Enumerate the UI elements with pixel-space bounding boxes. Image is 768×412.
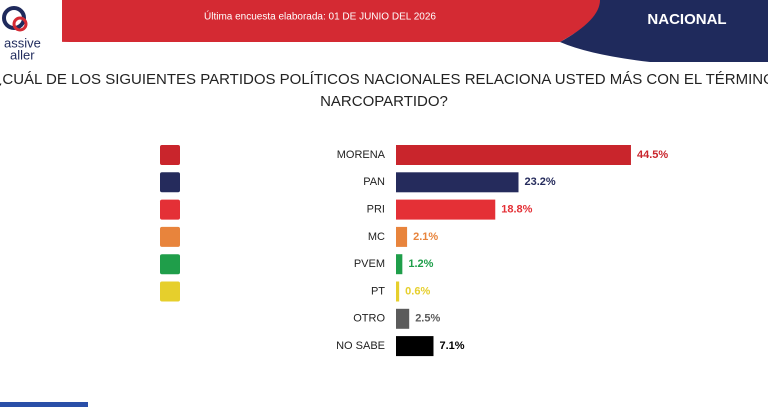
header-navy <box>540 0 768 62</box>
party-logo <box>160 199 180 220</box>
survey-date: Última encuesta elaborada: 01 DE JUNIO D… <box>204 10 436 23</box>
scope: NACIONAL <box>647 11 726 28</box>
logo-text: aller <box>10 47 35 62</box>
header-band <box>0 0 620 42</box>
value-label: 7.1% <box>439 340 464 352</box>
bar <box>396 336 434 357</box>
bar <box>396 281 400 302</box>
party-logo <box>160 281 180 302</box>
party-logo <box>160 172 180 193</box>
category-label: MORENA <box>337 149 386 161</box>
value-label: 23.2% <box>524 176 555 188</box>
value-label: 18.8% <box>501 204 532 216</box>
value-label: 44.5% <box>637 149 668 161</box>
category-label: OTRO <box>353 313 385 325</box>
category-label: PAN <box>363 176 385 188</box>
party-logo <box>160 145 180 165</box>
bar <box>396 254 403 275</box>
category-label: PRI <box>367 204 385 216</box>
bar <box>396 226 408 247</box>
value-label: 2.5% <box>415 313 440 325</box>
logo-mark <box>12 16 28 32</box>
bar <box>396 308 410 329</box>
bar <box>396 199 496 220</box>
bar <box>396 172 519 193</box>
value-label: 0.6% <box>405 285 430 297</box>
category-label: PVEM <box>354 258 385 270</box>
chart-title: ¿CUÁL DE LOS SIGUIENTES PARTIDOS POLÍTIC… <box>0 71 768 110</box>
bar <box>396 145 631 165</box>
footer-bar <box>0 402 88 407</box>
category-label: PT <box>371 285 385 297</box>
party-logo <box>160 254 180 275</box>
party-logo <box>160 226 180 247</box>
value-label: 2.1% <box>413 231 438 243</box>
value-label: 1.2% <box>408 258 433 270</box>
category-label: NO SABE <box>336 340 385 352</box>
category-label: MC <box>368 231 385 243</box>
logo-text: assive <box>4 35 41 50</box>
